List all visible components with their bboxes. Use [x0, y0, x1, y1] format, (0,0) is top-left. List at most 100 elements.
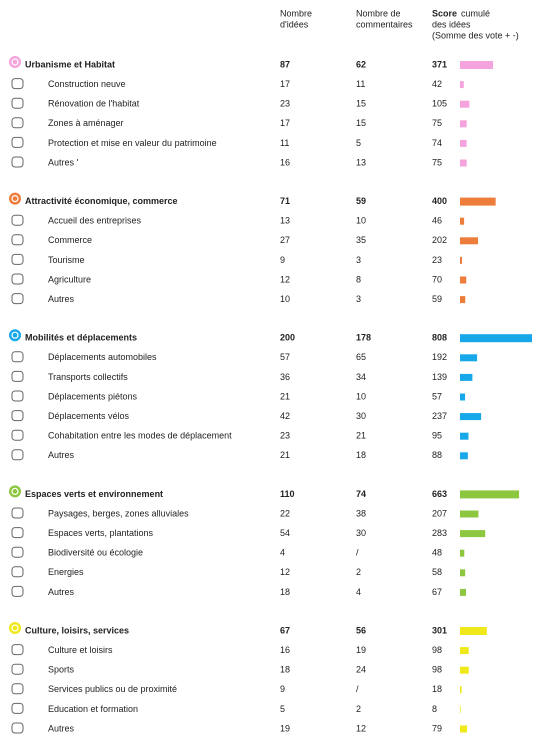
row-score: 18: [432, 684, 442, 694]
score-bar: [460, 334, 532, 343]
row-icon: [11, 566, 24, 578]
row-ideas: 4: [280, 548, 285, 558]
row-label: Energies: [48, 567, 84, 577]
row-icon: [11, 644, 24, 656]
score-bar: [460, 81, 464, 89]
row-ideas: 11: [280, 138, 289, 148]
row-ideas: 16: [280, 645, 290, 655]
row-score: 23: [432, 255, 442, 265]
header-ideas: Nombre: [280, 8, 312, 18]
row-icon: [11, 78, 24, 90]
row-comments: 30: [356, 411, 366, 421]
section-title: Mobilités et déplacements: [25, 333, 137, 343]
row-score: 237: [432, 411, 447, 421]
score-bar: [460, 588, 466, 596]
row-icon: [11, 156, 24, 168]
header-score: Score: [432, 8, 457, 18]
score-bar: [460, 217, 465, 225]
score-bar: [460, 647, 469, 655]
row-comments: 65: [356, 352, 366, 362]
row-ideas: 22: [280, 508, 290, 518]
row-label: Transports collectifs: [48, 372, 128, 382]
row-comments: 2: [356, 704, 361, 714]
score-bar: [460, 569, 466, 577]
row-icon: [11, 234, 24, 246]
score-bar: [460, 296, 466, 304]
row-icon: [11, 410, 24, 422]
section-ideas: 110: [280, 489, 295, 499]
row-comments: 21: [356, 431, 366, 441]
score-bar: [460, 510, 479, 518]
row-comments: /: [356, 548, 359, 558]
row-label: Accueil des entreprises: [48, 216, 142, 226]
row-score: 75: [432, 118, 442, 128]
row-score: 74: [432, 138, 442, 148]
row-comments: 10: [356, 391, 366, 401]
row-score: 283: [432, 528, 447, 538]
row-icon: [11, 253, 24, 265]
row-score: 8: [432, 704, 437, 714]
score-bar: [460, 452, 468, 460]
row-ideas: 5: [280, 704, 285, 714]
header-comments: commentaires: [356, 19, 413, 29]
row-ideas: 57: [280, 352, 290, 362]
row-score: 192: [432, 352, 447, 362]
row-comments: 5: [356, 138, 361, 148]
section-ideas: 71: [280, 196, 290, 206]
row-comments: 3: [356, 294, 361, 304]
row-comments: 13: [356, 157, 366, 167]
row-icon: [11, 273, 24, 285]
row-label: Paysages, berges, zones alluviales: [48, 508, 189, 518]
row-score: 98: [432, 645, 442, 655]
row-score: 88: [432, 450, 442, 460]
row-label: Cohabitation entre les modes de déplacem…: [48, 431, 232, 441]
row-icon: [11, 663, 24, 675]
row-icon: [11, 136, 24, 148]
score-bar: [460, 413, 482, 421]
row-comments: 18: [356, 450, 366, 460]
score-bar: [460, 256, 463, 264]
row-score: 58: [432, 567, 442, 577]
row-comments: 11: [356, 79, 365, 89]
row-label: Zones à aménager: [48, 118, 124, 128]
row-score: 75: [432, 157, 442, 167]
section-score: 301: [432, 625, 447, 635]
row-comments: 2: [356, 567, 361, 577]
row-icon: [11, 683, 24, 695]
section-icon-inner: [11, 487, 19, 495]
score-bar: [460, 197, 496, 206]
row-comments: 10: [356, 216, 366, 226]
row-comments: 34: [356, 372, 366, 382]
row-ideas: 21: [280, 391, 290, 401]
section-title: Culture, loisirs, services: [25, 625, 129, 635]
row-label: Autres: [48, 294, 75, 304]
score-bar: [460, 61, 494, 69]
score-bar: [460, 373, 473, 381]
header-score: (Somme des vote + -): [432, 30, 519, 40]
row-score: 105: [432, 99, 447, 109]
section-title: Urbanisme et Habitat: [25, 59, 115, 69]
section-comments: 59: [356, 196, 366, 206]
row-label: Rénovation de l'habitat: [48, 99, 140, 109]
section-icon-inner: [11, 195, 19, 203]
row-label: Commerce: [48, 235, 92, 245]
row-score: 95: [432, 431, 442, 441]
section-comments: 74: [356, 489, 366, 499]
score-bar: [460, 725, 468, 733]
row-comments: 4: [356, 587, 361, 597]
row-ideas: 12: [280, 567, 290, 577]
score-bar: [460, 237, 478, 245]
row-comments: 12: [356, 723, 366, 733]
row-comments: 38: [356, 508, 366, 518]
row-ideas: 18: [280, 665, 290, 675]
score-bar: [460, 432, 469, 440]
row-label: Déplacements vélos: [48, 411, 130, 421]
row-score: 139: [432, 372, 447, 382]
row-ideas: 17: [280, 79, 290, 89]
row-icon: [11, 527, 24, 539]
score-bar: [460, 139, 467, 147]
section-icon-inner: [11, 58, 19, 66]
score-bar: [460, 686, 462, 694]
score-bar: [460, 549, 465, 557]
row-comments: /: [356, 684, 359, 694]
